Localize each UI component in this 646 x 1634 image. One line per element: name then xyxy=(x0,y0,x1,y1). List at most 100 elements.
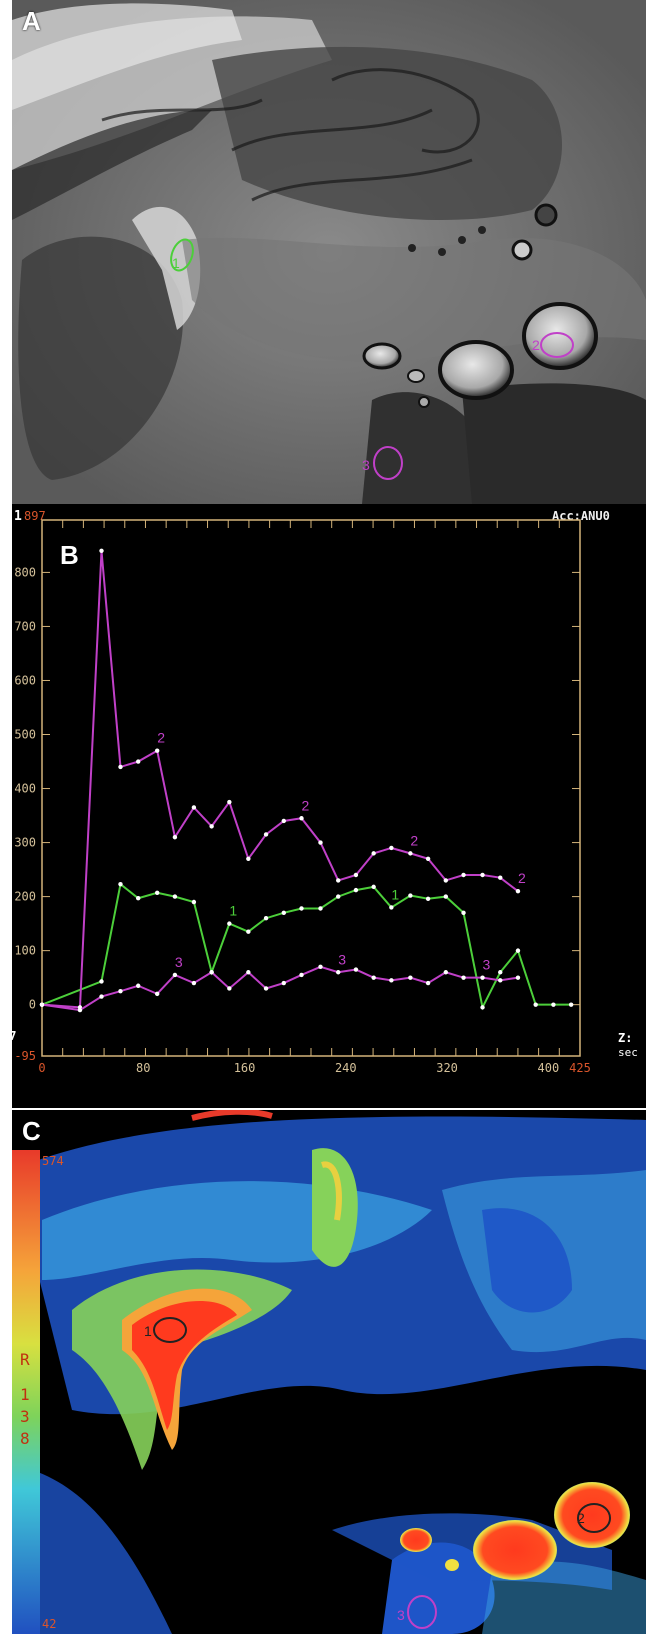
roi-1-outline-c xyxy=(153,1317,187,1343)
series-1-point xyxy=(336,894,341,899)
color-scale-bar xyxy=(12,1150,40,1634)
mri-grayscale-image: 1 2 3 xyxy=(12,0,646,504)
series-1-point xyxy=(118,881,123,887)
scale-letter-3: 3 xyxy=(20,1407,30,1426)
roi-2-outline-c xyxy=(577,1503,611,1533)
series-3-point xyxy=(480,975,485,980)
panel-a-label: A xyxy=(22,6,41,36)
series-3-point xyxy=(443,970,449,975)
y-tick-label: 500 xyxy=(14,728,36,742)
series-1-point xyxy=(371,884,376,890)
series-2-point xyxy=(443,878,449,883)
series-1-point xyxy=(461,910,466,916)
series-3-label: 3 xyxy=(483,957,491,973)
series-1-label: 1 xyxy=(229,903,237,919)
series-1-point xyxy=(227,921,232,926)
scale-letter-1: 1 xyxy=(20,1385,30,1404)
series-3-line xyxy=(41,965,519,1012)
series-1-label: 1 xyxy=(391,886,399,902)
scale-min-label: 42 xyxy=(42,1617,56,1631)
x-tick-label: 160 xyxy=(234,1061,256,1075)
series-3-point xyxy=(227,986,232,991)
bottom-right-z-label: Z: xyxy=(618,1031,632,1045)
series-3-point xyxy=(425,980,431,986)
series-1-point xyxy=(281,910,286,916)
series-1-point xyxy=(480,1005,485,1010)
x-unit-label: sec xyxy=(618,1046,638,1059)
series-3-point xyxy=(77,1007,83,1013)
roi-3-outline-c xyxy=(407,1595,437,1629)
series-2-label: 2 xyxy=(157,730,165,746)
series-3-point xyxy=(461,975,466,980)
series-3-point xyxy=(172,972,178,978)
x-tick-label: 320 xyxy=(436,1061,458,1075)
panel-b-chart: B 1 897 Acc:ANU0 07 Z: sec 8007006005004… xyxy=(12,504,646,1108)
series-3-point xyxy=(99,994,104,999)
series-1-point xyxy=(533,1002,538,1007)
series-1-point xyxy=(246,929,251,934)
series-2-label: 2 xyxy=(518,870,526,886)
top-left-index: 1 xyxy=(14,509,22,524)
series-2-point xyxy=(336,878,341,883)
roi-3-label: 3 xyxy=(362,457,370,473)
series-3-label: 3 xyxy=(338,951,346,967)
series-2-point xyxy=(318,840,323,845)
series-3-point xyxy=(263,986,269,991)
y-tick-label: 300 xyxy=(14,836,36,850)
series-3-point xyxy=(191,980,197,986)
series-2-point xyxy=(191,805,197,810)
series-2-point xyxy=(99,548,104,553)
series-3-point xyxy=(118,988,123,994)
series-3-point xyxy=(246,970,251,975)
top-left-max-value: 897 xyxy=(24,509,46,523)
roi-3-label-c: 3 xyxy=(397,1607,405,1623)
series-3-point xyxy=(389,978,394,983)
series-1-point xyxy=(191,899,197,905)
series-3-point xyxy=(209,970,214,975)
y-tick-label: 0 xyxy=(29,998,36,1012)
series-1-point xyxy=(318,906,323,911)
roi-2-outline xyxy=(540,332,574,358)
series-2-point xyxy=(480,872,485,878)
series-1-point xyxy=(154,890,160,896)
series-2-point xyxy=(425,856,431,861)
x-tick-label: 80 xyxy=(136,1061,150,1075)
series-1-point xyxy=(425,896,431,901)
series-1-point xyxy=(568,1002,574,1007)
series-2-point xyxy=(498,875,503,880)
x-tick-label: 400 xyxy=(538,1061,560,1075)
series-3-point xyxy=(154,991,160,997)
series-2-point xyxy=(371,851,376,856)
scale-letter-8: 8 xyxy=(20,1429,30,1448)
y-tick-label: -95 xyxy=(14,1049,36,1063)
series-1-point xyxy=(299,906,304,911)
panel-c-colormap-image: C xyxy=(12,1110,646,1634)
series-2-point xyxy=(246,856,251,861)
scale-max-label: 574 xyxy=(42,1154,64,1168)
series-2-label: 2 xyxy=(302,797,310,813)
series-3-point xyxy=(408,975,413,980)
series-3-label: 3 xyxy=(175,954,183,970)
series-2-point xyxy=(389,845,394,851)
series-1-point xyxy=(172,894,178,899)
y-tick-label: 400 xyxy=(14,782,36,796)
series-2-point xyxy=(263,832,269,837)
panel-c-label: C xyxy=(22,1116,41,1146)
roi-1-outline xyxy=(170,238,194,272)
series-2-point xyxy=(515,889,521,894)
panel-b-label: B xyxy=(60,540,79,570)
series-3-point xyxy=(336,970,341,975)
series-1-point xyxy=(353,887,359,893)
series-3-point xyxy=(515,975,521,980)
y-tick-label: 600 xyxy=(14,673,36,687)
series-1-point xyxy=(136,896,141,901)
panel-a-mri-image: A xyxy=(12,0,646,504)
series-2-point xyxy=(209,824,214,829)
series-1-point xyxy=(389,905,394,910)
y-tick-label: 800 xyxy=(14,565,36,579)
x-tick-label: 0 xyxy=(38,1061,45,1075)
series-3-point xyxy=(371,975,376,980)
roi-3-outline xyxy=(373,446,403,480)
series-3-point xyxy=(498,978,503,983)
series-1-point xyxy=(99,979,104,984)
